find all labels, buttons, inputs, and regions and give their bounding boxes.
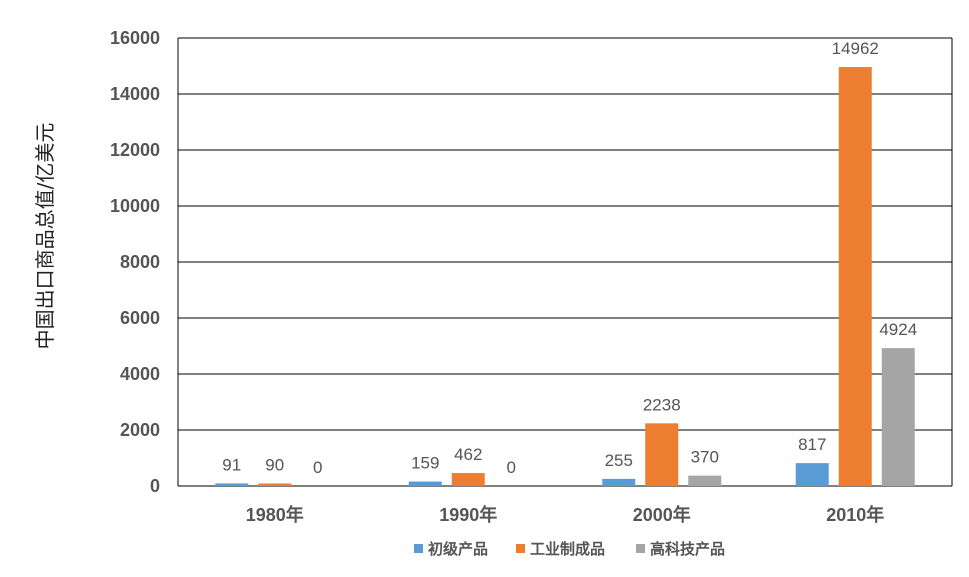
data-label: 90 — [265, 455, 284, 474]
y-tick-label: 10000 — [110, 196, 160, 216]
bar — [645, 423, 679, 486]
y-tick-label: 2000 — [120, 420, 160, 440]
data-labels: 91 90 0 159 462 0 255 2238 370 817 14962 4924 — [222, 39, 917, 477]
data-label: 370 — [691, 448, 719, 467]
data-label: 159 — [411, 454, 439, 473]
bar — [451, 473, 485, 486]
bar — [795, 463, 829, 486]
data-label: 4924 — [879, 320, 917, 339]
y-tick-label: 16000 — [110, 28, 160, 48]
data-label: 817 — [798, 435, 826, 454]
data-label: 0 — [313, 458, 322, 477]
legend: 初级产品 工业制成品 高科技产品 — [414, 540, 725, 558]
bar — [408, 481, 442, 486]
legend-label: 工业制成品 — [530, 540, 605, 558]
data-label: 2238 — [643, 395, 681, 414]
legend-swatch — [636, 544, 645, 553]
legend-swatch — [516, 544, 525, 553]
data-label: 14962 — [832, 39, 879, 58]
y-axis-title: 中国出口商品总值/亿美元 — [33, 123, 57, 350]
y-axis-ticks: 0 2000 4000 6000 8000 10000 12000 14000 16000 — [110, 28, 160, 496]
x-category-label: 1990年 — [439, 504, 497, 525]
x-category-label: 2000年 — [633, 504, 691, 525]
bar — [881, 348, 915, 486]
bar — [258, 483, 292, 486]
legend-swatch — [414, 544, 423, 553]
x-axis-categories: 1980年 1990年 2000年 2010年 — [246, 504, 885, 525]
data-label: 462 — [454, 445, 482, 464]
y-tick-label: 12000 — [110, 140, 160, 160]
legend-label: 初级产品 — [428, 540, 488, 558]
gridlines — [177, 37, 953, 487]
data-label: 91 — [222, 455, 241, 474]
y-tick-label: 6000 — [120, 308, 160, 328]
y-tick-label: 4000 — [120, 364, 160, 384]
bar — [838, 67, 872, 487]
data-label: 255 — [605, 451, 633, 470]
bar — [602, 478, 636, 486]
x-category-label: 1980年 — [246, 504, 304, 525]
y-tick-label: 14000 — [110, 84, 160, 104]
legend-label: 高科技产品 — [650, 540, 725, 558]
x-category-label: 2010年 — [826, 504, 884, 525]
bar — [688, 475, 722, 486]
y-tick-label: 8000 — [120, 252, 160, 272]
data-label: 0 — [507, 458, 516, 477]
y-tick-label: 0 — [150, 476, 160, 496]
bars — [215, 67, 915, 487]
bar — [215, 483, 249, 486]
